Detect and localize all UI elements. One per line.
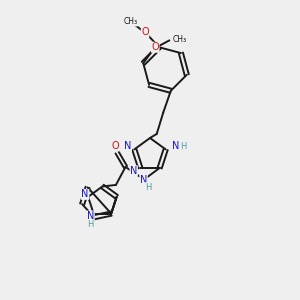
Text: O: O [141,27,149,37]
Text: N: N [124,141,131,152]
Text: CH₃: CH₃ [124,17,138,26]
Text: H: H [87,220,93,229]
Text: O: O [112,141,119,151]
Text: H: H [180,142,186,151]
Text: N: N [140,176,147,185]
Text: H: H [145,182,152,191]
Text: O: O [152,42,159,52]
Text: N: N [172,141,179,152]
Text: N: N [130,166,137,176]
Text: N: N [81,189,89,200]
Text: CH₃: CH₃ [173,35,187,44]
Text: N: N [87,211,94,221]
